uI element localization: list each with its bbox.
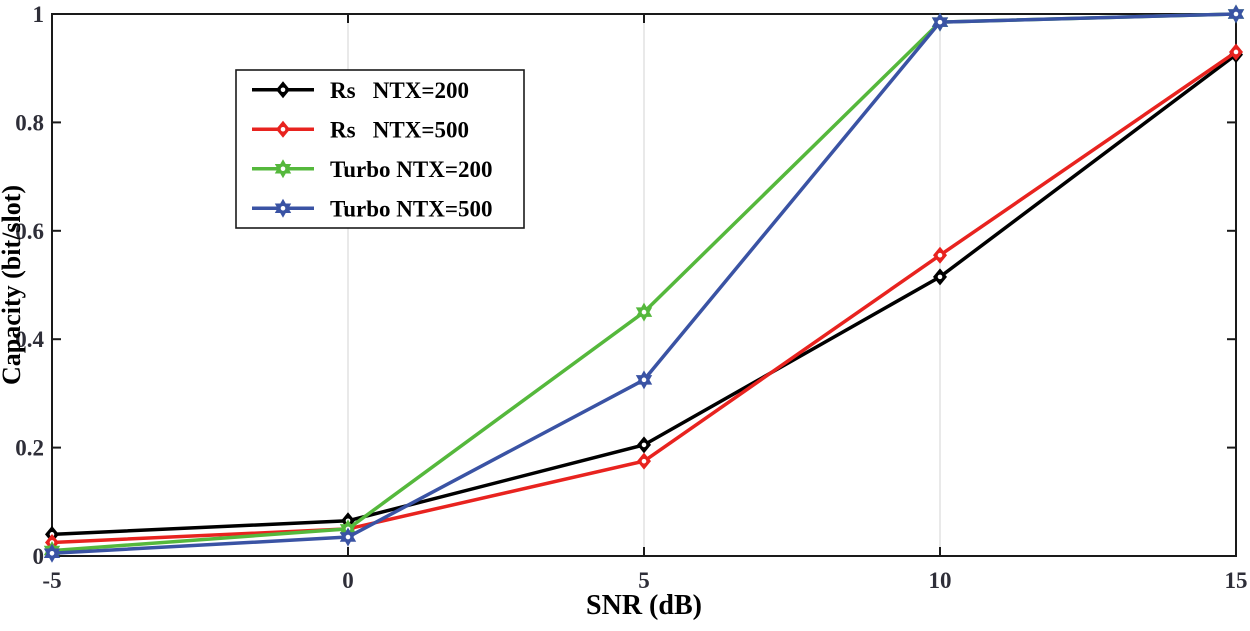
series-turbo-ntx-500 [43,4,1245,563]
x-tick-label: 10 [929,568,952,593]
legend-label: Turbo NTX=500 [330,196,492,221]
x-tick-label: 0 [342,568,354,593]
legend-entry: Turbo NTX=500 [252,196,492,221]
legend-label: Rs NTX=500 [330,117,469,142]
x-tick-label: 5 [638,568,650,593]
legend-label: Turbo NTX=200 [330,157,492,182]
x-tick-label: -5 [42,568,61,593]
y-tick-label: 0.4 [15,327,44,352]
y-axis-label: Capacity (bit/slot) [0,185,26,385]
legend-entry: Turbo NTX=200 [252,157,492,182]
x-tick-label: 15 [1225,568,1248,593]
legend-entry: Rs NTX=200 [252,78,469,103]
x-axis-label: SNR (dB) [586,590,702,621]
y-tick-label: 0.8 [15,110,44,135]
y-tick-label: 0 [33,544,45,569]
y-tick-label: 0.6 [15,219,44,244]
legend-entry: Rs NTX=500 [252,117,469,142]
legend: Rs NTX=200 Rs NTX=500 Turbo NTX=200 Turbo N… [235,69,525,229]
y-tick-label: 0.2 [15,436,44,461]
y-tick-label: 1 [33,2,45,27]
legend-label: Rs NTX=200 [330,78,469,103]
